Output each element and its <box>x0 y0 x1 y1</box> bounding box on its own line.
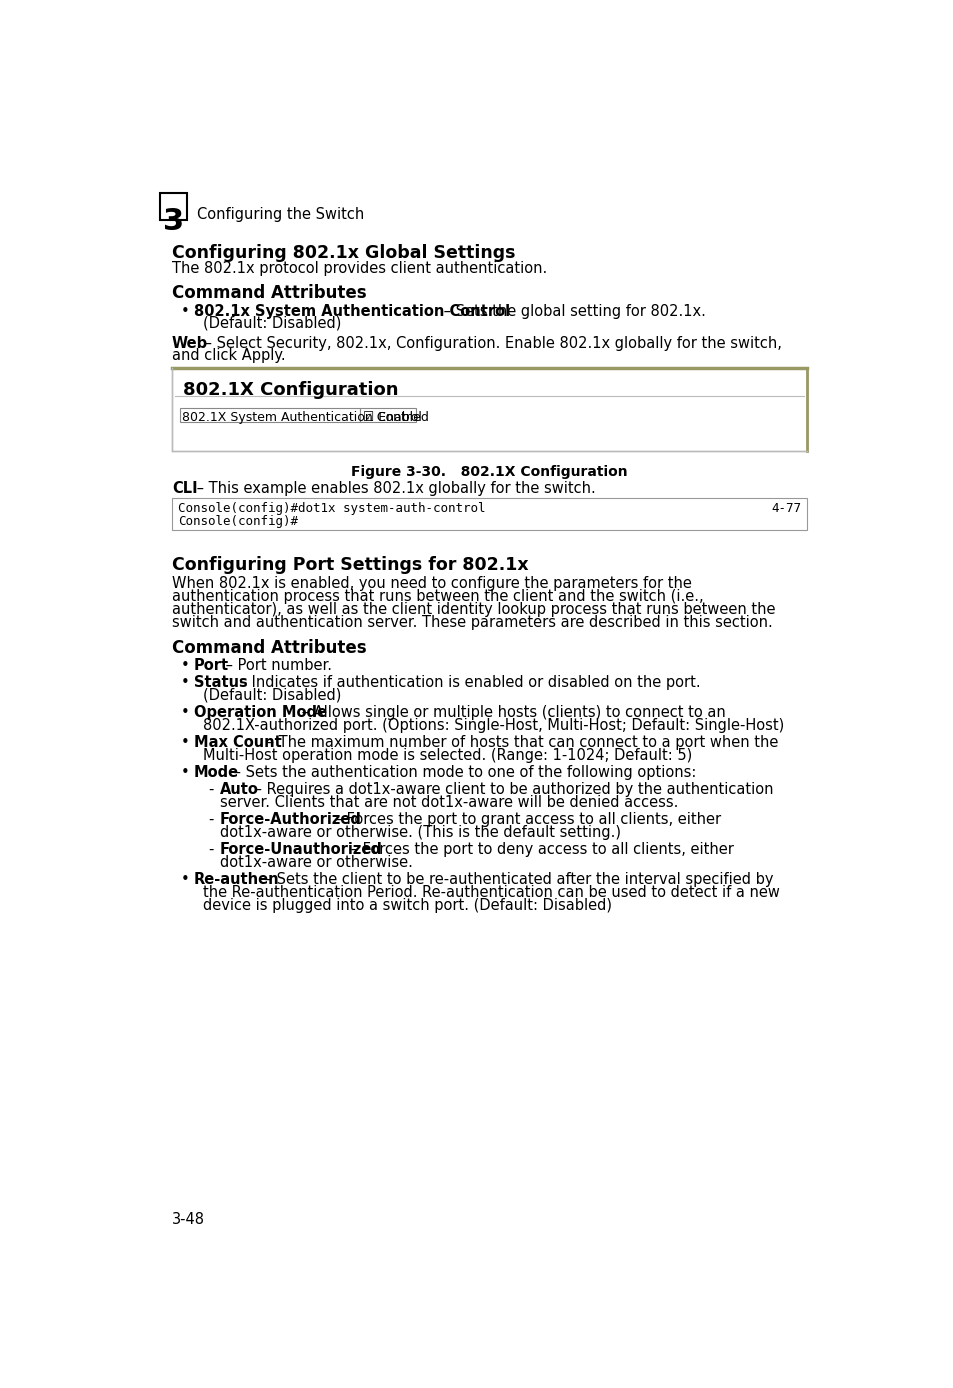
Text: Max Count: Max Count <box>193 734 281 750</box>
FancyBboxPatch shape <box>360 408 416 422</box>
Text: Re-authen: Re-authen <box>193 872 279 887</box>
Text: – Forces the port to deny access to all clients, either: – Forces the port to deny access to all … <box>346 843 734 856</box>
Text: – Forces the port to grant access to all clients, either: – Forces the port to grant access to all… <box>330 812 720 827</box>
Text: – Indicates if authentication is enabled or disabled on the port.: – Indicates if authentication is enabled… <box>235 675 700 690</box>
Text: server. Clients that are not dot1x-aware will be denied access.: server. Clients that are not dot1x-aware… <box>220 795 678 809</box>
Text: – Sets the global setting for 802.1x.: – Sets the global setting for 802.1x. <box>438 304 705 319</box>
Text: When 802.1x is enabled, you need to configure the parameters for the: When 802.1x is enabled, you need to conf… <box>172 576 691 591</box>
Text: •: • <box>181 705 190 720</box>
Text: •: • <box>181 734 190 750</box>
FancyBboxPatch shape <box>159 193 187 221</box>
FancyBboxPatch shape <box>179 408 360 422</box>
Text: Configuring Port Settings for 802.1x: Configuring Port Settings for 802.1x <box>172 557 528 575</box>
Text: •: • <box>181 658 190 673</box>
Text: Web: Web <box>172 336 208 351</box>
Text: Multi-Host operation mode is selected. (Range: 1-1024; Default: 5): Multi-Host operation mode is selected. (… <box>203 748 692 763</box>
Text: -: - <box>208 781 213 797</box>
Text: Status: Status <box>193 675 247 690</box>
Text: •: • <box>181 675 190 690</box>
Text: – Allows single or multiple hosts (clients) to connect to an: – Allows single or multiple hosts (clien… <box>296 705 724 720</box>
Text: Force-Authorized: Force-Authorized <box>220 812 361 827</box>
Text: (Default: Disabled): (Default: Disabled) <box>203 688 341 702</box>
Text: •: • <box>181 872 190 887</box>
Text: Console(config)#: Console(config)# <box>178 515 298 527</box>
Text: authentication process that runs between the client and the switch (i.e.,: authentication process that runs between… <box>172 590 703 604</box>
FancyBboxPatch shape <box>172 368 806 451</box>
Text: 802.1X-authorized port. (Options: Single-Host, Multi-Host; Default: Single-Host): 802.1X-authorized port. (Options: Single… <box>203 718 783 733</box>
Text: Force-Unauthorized: Force-Unauthorized <box>220 843 382 856</box>
Text: – Select Security, 802.1x, Configuration. Enable 802.1x globally for the switch,: – Select Security, 802.1x, Configuration… <box>200 336 781 351</box>
Text: -: - <box>208 812 213 827</box>
Text: Mode: Mode <box>193 765 238 780</box>
Text: Auto: Auto <box>220 781 258 797</box>
Text: and click Apply.: and click Apply. <box>172 348 285 364</box>
Text: 3-48: 3-48 <box>172 1212 205 1227</box>
Text: 802.1X Configuration: 802.1X Configuration <box>183 380 398 398</box>
Text: Configuring the Switch: Configuring the Switch <box>196 207 364 222</box>
Text: device is plugged into a switch port. (Default: Disabled): device is plugged into a switch port. (D… <box>203 898 611 913</box>
Text: 802.1X System Authentication Control: 802.1X System Authentication Control <box>182 411 421 425</box>
Text: – This example enables 802.1x globally for the switch.: – This example enables 802.1x globally f… <box>192 480 595 496</box>
Text: – Sets the client to be re-authenticated after the interval specified by: – Sets the client to be re-authenticated… <box>260 872 773 887</box>
Text: – Requires a dot1x-aware client to be authorized by the authentication: – Requires a dot1x-aware client to be au… <box>250 781 773 797</box>
Text: 802.1x System Authentication Control: 802.1x System Authentication Control <box>193 304 509 319</box>
Text: authenticator), as well as the client identity lookup process that runs between : authenticator), as well as the client id… <box>172 602 775 618</box>
Text: Command Attributes: Command Attributes <box>172 640 366 658</box>
Text: •: • <box>181 765 190 780</box>
Text: dot1x-aware or otherwise.: dot1x-aware or otherwise. <box>220 855 413 870</box>
Text: 3: 3 <box>163 207 184 236</box>
Text: ☑ Enabled: ☑ Enabled <box>363 411 429 425</box>
Text: The 802.1x protocol provides client authentication.: The 802.1x protocol provides client auth… <box>172 261 547 275</box>
Text: •: • <box>181 304 190 319</box>
Text: the Re-authentication Period. Re-authentication can be used to detect if a new: the Re-authentication Period. Re-authent… <box>203 886 779 899</box>
Text: Port: Port <box>193 658 229 673</box>
Text: Configuring 802.1x Global Settings: Configuring 802.1x Global Settings <box>172 243 515 261</box>
Text: switch and authentication server. These parameters are described in this section: switch and authentication server. These … <box>172 615 772 630</box>
FancyBboxPatch shape <box>172 498 806 530</box>
Text: – Port number.: – Port number. <box>221 658 332 673</box>
Text: – The maximum number of hosts that can connect to a port when the: – The maximum number of hosts that can c… <box>261 734 778 750</box>
Text: Operation Mode: Operation Mode <box>193 705 326 720</box>
Text: CLI: CLI <box>172 480 197 496</box>
Text: Figure 3-30.   802.1X Configuration: Figure 3-30. 802.1X Configuration <box>351 465 627 479</box>
Text: Command Attributes: Command Attributes <box>172 283 366 301</box>
Text: – Sets the authentication mode to one of the following options:: – Sets the authentication mode to one of… <box>229 765 696 780</box>
Text: (Default: Disabled): (Default: Disabled) <box>203 316 341 330</box>
Text: 4-77: 4-77 <box>770 501 801 515</box>
Text: -: - <box>208 843 213 856</box>
Text: dot1x-aware or otherwise. (This is the default setting.): dot1x-aware or otherwise. (This is the d… <box>220 824 620 840</box>
Text: Console(config)#dot1x system-auth-control: Console(config)#dot1x system-auth-contro… <box>178 501 485 515</box>
